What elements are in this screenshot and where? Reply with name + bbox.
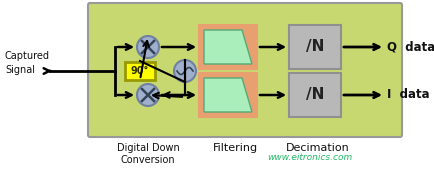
FancyBboxPatch shape bbox=[198, 73, 256, 117]
Text: Captured
Signal: Captured Signal bbox=[5, 51, 50, 75]
Text: /N: /N bbox=[305, 39, 323, 54]
FancyBboxPatch shape bbox=[198, 25, 256, 69]
Text: Q  data: Q data bbox=[386, 41, 434, 54]
Polygon shape bbox=[204, 78, 251, 112]
FancyBboxPatch shape bbox=[88, 3, 401, 137]
FancyBboxPatch shape bbox=[288, 25, 340, 69]
Text: 90°: 90° bbox=[131, 66, 149, 76]
FancyBboxPatch shape bbox=[125, 62, 155, 80]
Text: /N: /N bbox=[305, 87, 323, 102]
Circle shape bbox=[174, 60, 196, 82]
Circle shape bbox=[137, 84, 159, 106]
Text: www.eitronics.com: www.eitronics.com bbox=[267, 153, 352, 162]
Text: Decimation: Decimation bbox=[286, 143, 349, 153]
Text: Filtering: Filtering bbox=[212, 143, 257, 153]
Polygon shape bbox=[204, 30, 251, 64]
FancyBboxPatch shape bbox=[288, 73, 340, 117]
Text: I  data: I data bbox=[386, 89, 429, 102]
Circle shape bbox=[137, 36, 159, 58]
Text: Digital Down
Conversion: Digital Down Conversion bbox=[116, 143, 179, 165]
